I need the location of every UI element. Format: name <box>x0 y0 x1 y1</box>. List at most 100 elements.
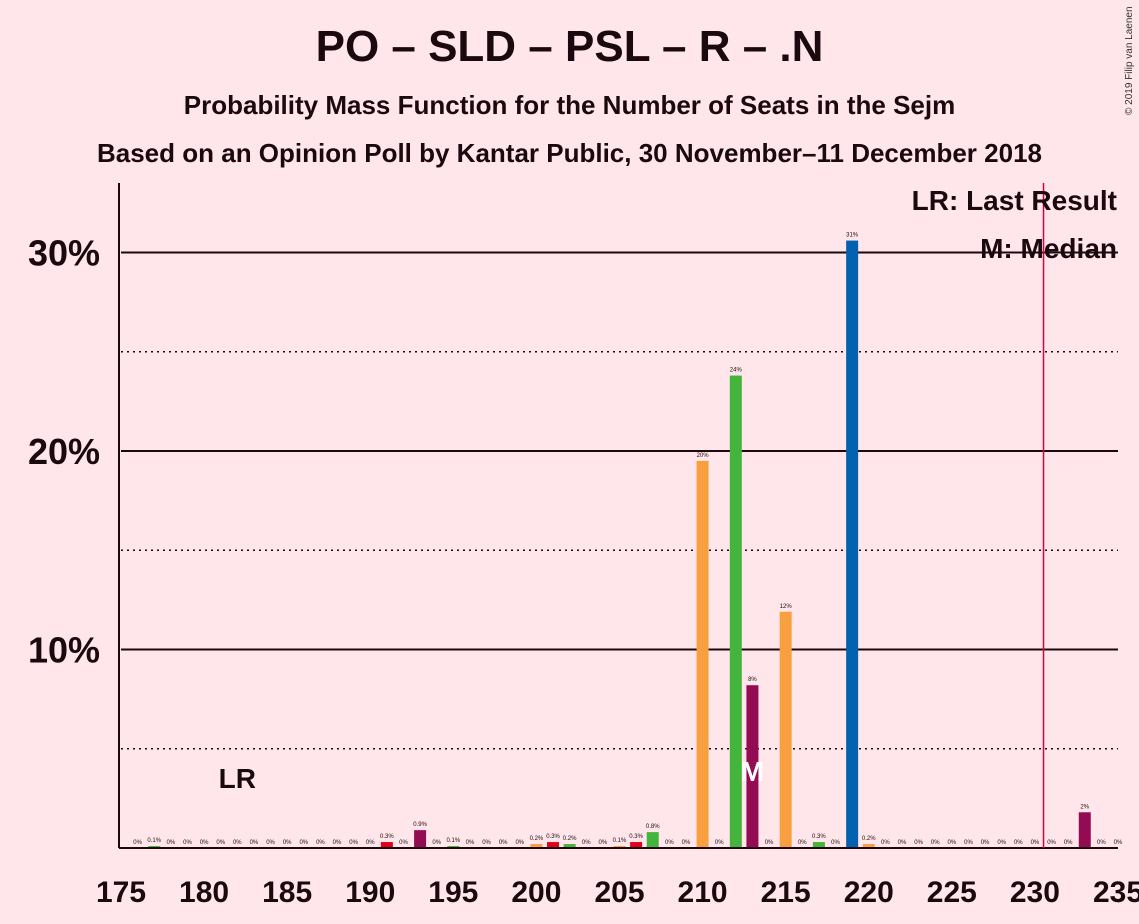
bar-value-label: 31% <box>846 233 859 239</box>
tick-labels: 10% 20% 30% 175 180 185 190 195 200 205 210 215 220 2… <box>28 232 1139 909</box>
median-marker: M <box>741 756 764 787</box>
bar <box>779 611 792 848</box>
bar-value-label: 0% <box>1064 840 1073 846</box>
bar-value-label: 0.1% <box>147 838 161 844</box>
bar-value-label: 0.8% <box>646 824 660 830</box>
bar-value-label: 0% <box>515 840 524 846</box>
gridlines <box>121 251 1118 750</box>
x-tick-label: 205 <box>594 876 644 909</box>
bar <box>646 832 659 848</box>
bar-value-label: 0% <box>266 840 275 846</box>
bar-value-label: 0% <box>599 840 608 846</box>
y-tick-label: 20% <box>28 431 100 472</box>
bar-value-label: 0% <box>316 840 325 846</box>
last-result-marker: LR <box>219 763 256 794</box>
bar-value-label: 0% <box>582 840 591 846</box>
bar-value-label: 0% <box>831 840 840 846</box>
legend-last-result: LR: Last Result <box>912 185 1117 216</box>
x-tick-label: 230 <box>1010 876 1060 909</box>
bar-value-label: 0.2% <box>862 836 876 842</box>
bar-value-label: 0% <box>466 840 475 846</box>
x-tick-label: 175 <box>96 876 146 909</box>
bar-value-label: 0% <box>250 840 259 846</box>
bar-value-label: 0.1% <box>613 838 627 844</box>
legend: LR: Last Result M: Median <box>912 185 1117 264</box>
bar <box>547 842 560 848</box>
bar <box>746 685 759 848</box>
bar <box>812 842 825 848</box>
bar-value-label: 0% <box>349 840 358 846</box>
bar-value-label: 0.3% <box>546 834 560 840</box>
bar-value-label: 0% <box>981 840 990 846</box>
bar <box>530 844 543 848</box>
bars: 0% 0.1% 0% 0% 0% 0% 0% 0% 0% 0% 0% 0% 0% 0% 0% 0.3% 0% 0.… <box>133 233 1123 849</box>
bar-value-label: 0% <box>947 840 956 846</box>
bar-value-label: 12% <box>780 604 793 610</box>
bar-value-label: 0% <box>133 840 142 846</box>
bar-value-label: 0% <box>1114 840 1123 846</box>
bar-value-label: 0% <box>715 840 724 846</box>
bar-value-label: 0% <box>765 840 774 846</box>
bar-value-label: 0% <box>333 840 342 846</box>
bar-value-label: 0.9% <box>413 822 427 828</box>
bar-value-label: 0% <box>931 840 940 846</box>
bar-value-label: 0% <box>1014 840 1023 846</box>
bar <box>563 844 576 848</box>
x-tick-label: 185 <box>262 876 312 909</box>
markers: LR M <box>219 183 1045 848</box>
axes <box>118 183 1118 849</box>
bar-value-label: 0% <box>1031 840 1040 846</box>
bar-value-label: 0% <box>682 840 691 846</box>
bar-value-label: 0% <box>1047 840 1056 846</box>
bar-value-label: 0% <box>798 840 807 846</box>
chart-title: PO – SLD – PSL – R – .N <box>315 22 824 71</box>
legend-median: M: Median <box>980 233 1117 264</box>
x-tick-label: 195 <box>428 876 478 909</box>
x-tick-label: 210 <box>678 876 728 909</box>
bar-value-label: 0% <box>432 840 441 846</box>
bar-value-label: 0% <box>183 840 192 846</box>
bar-value-label: 0% <box>299 840 308 846</box>
bar-value-label: 0.3% <box>380 834 394 840</box>
bar-value-label: 0% <box>233 840 242 846</box>
bar-value-label: 20% <box>697 453 710 459</box>
chart-subtitle: Probability Mass Function for the Number… <box>183 90 956 120</box>
chart-source-line: Based on an Opinion Poll by Kantar Publi… <box>96 138 1042 168</box>
x-tick-label: 215 <box>761 876 811 909</box>
bar <box>1078 812 1091 848</box>
bar-value-label: 0% <box>914 840 923 846</box>
bar-value-label: 0% <box>216 840 225 846</box>
y-tick-label: 30% <box>28 232 100 273</box>
bar-value-label: 24% <box>730 368 743 374</box>
bar <box>846 240 859 849</box>
bar <box>630 842 643 848</box>
bar <box>414 830 427 848</box>
bar-value-label: 0% <box>366 840 375 846</box>
bar-value-label: 0% <box>283 840 292 846</box>
bar-value-label: 0% <box>167 840 176 846</box>
bar-value-label: 0.3% <box>812 834 826 840</box>
bar-value-label: 0% <box>482 840 491 846</box>
bar-value-label: 0% <box>399 840 408 846</box>
bar-value-label: 0% <box>898 840 907 846</box>
x-tick-label: 235 <box>1093 876 1139 909</box>
bar-value-label: 0% <box>1097 840 1106 846</box>
y-tick-label: 10% <box>28 629 100 670</box>
x-tick-label: 225 <box>927 876 977 909</box>
x-tick-label: 200 <box>511 876 561 909</box>
bar-value-label: 2% <box>1080 804 1089 810</box>
bar-value-label: 0% <box>964 840 973 846</box>
bar <box>862 844 875 848</box>
x-tick-label: 190 <box>345 876 395 909</box>
bar <box>696 460 709 848</box>
bar-value-label: 0.3% <box>629 834 643 840</box>
bar <box>729 375 742 848</box>
bar-value-label: 0.1% <box>446 838 460 844</box>
bar-value-label: 8% <box>748 677 757 683</box>
bar-value-label: 0% <box>997 840 1006 846</box>
x-tick-label: 180 <box>179 876 229 909</box>
bar-value-label: 0.2% <box>530 836 544 842</box>
bar-value-label: 0% <box>499 840 508 846</box>
bar-value-label: 0.2% <box>563 836 577 842</box>
